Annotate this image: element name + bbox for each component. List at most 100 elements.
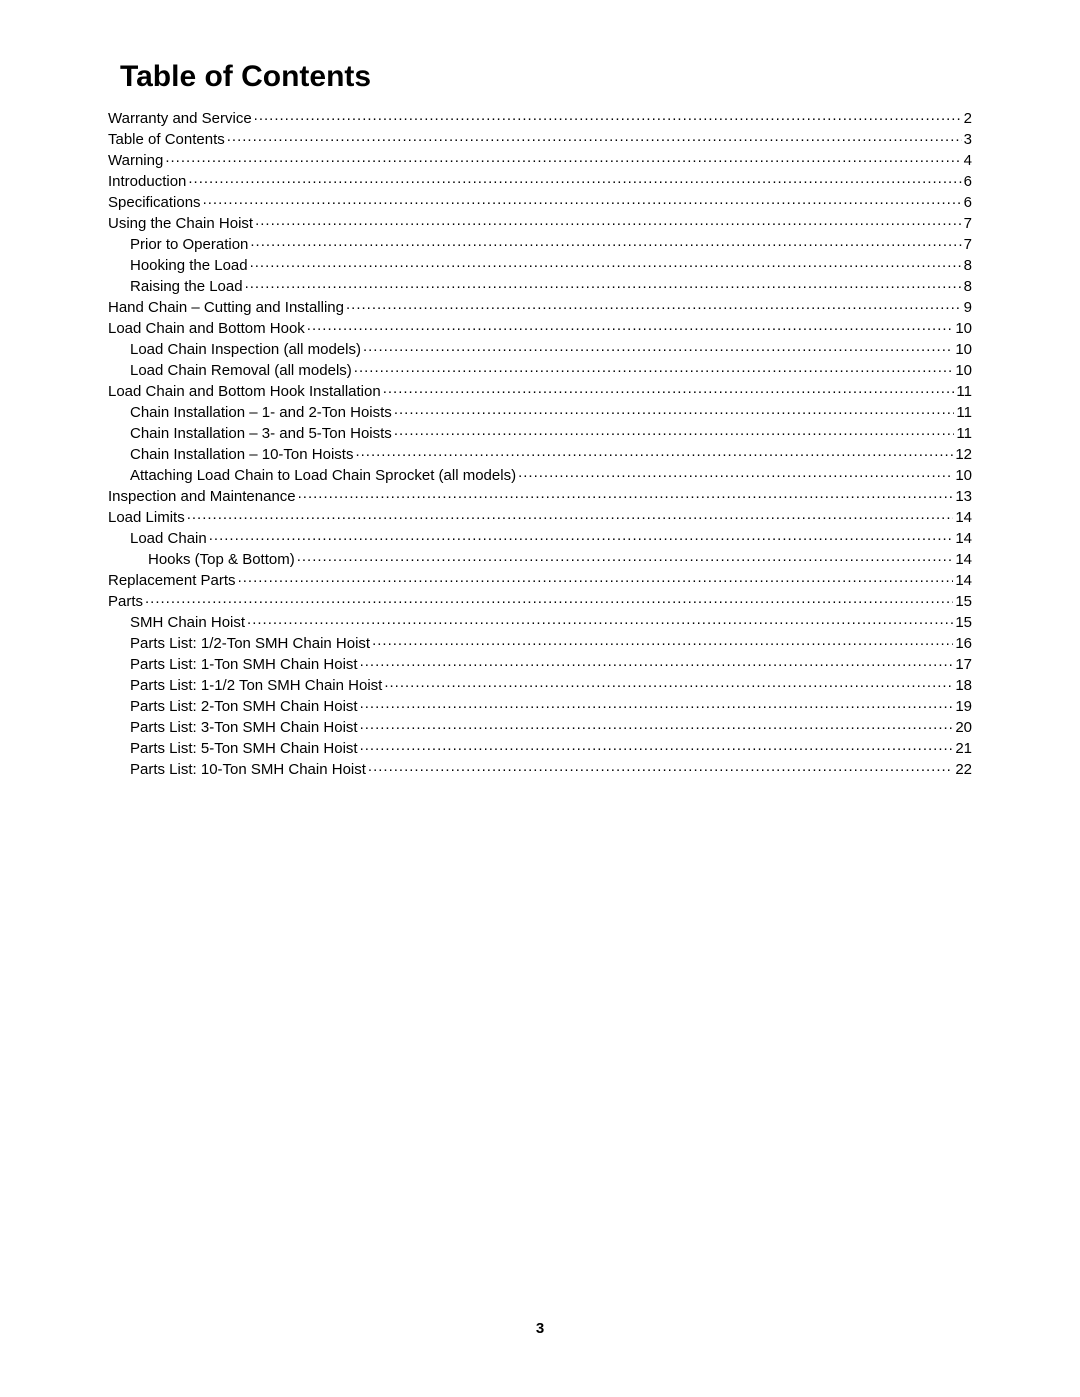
toc-entry-page: 21 [955,741,972,756]
toc-leader-dots [145,591,953,606]
toc-entry: Parts List: 10-Ton SMH Chain Hoist22 [108,757,972,778]
toc-leader-dots [187,507,954,522]
toc-entry: Parts List: 1-1/2 Ton SMH Chain Hoist 18 [108,673,972,694]
toc-entry: Parts List: 1/2-Ton SMH Chain Hoist16 [108,631,972,652]
toc-entry-label: Chain Installation – 3- and 5-Ton Hoists [130,426,392,441]
toc-entry: Parts List: 3-Ton SMH Chain Hoist 20 [108,715,972,736]
toc-entry-page: 2 [964,111,972,126]
toc-entry-label: Load Limits [108,510,185,525]
toc-leader-dots [203,192,962,207]
toc-entry-page: 17 [955,657,972,672]
toc-entry-label: Hand Chain – Cutting and Installing [108,300,344,315]
toc-leader-dots [188,171,961,186]
toc-leader-dots [227,129,962,144]
table-of-contents: Warranty and Service2Table of Contents3W… [108,106,972,778]
toc-entry-label: Load Chain and Bottom Hook Installation [108,384,381,399]
toc-leader-dots [372,633,953,648]
toc-entry-label: Parts List: 1-1/2 Ton SMH Chain Hoist [130,678,382,693]
toc-entry-page: 7 [964,237,972,252]
toc-entry-page: 14 [955,573,972,588]
toc-entry-label: Load Chain [130,531,207,546]
toc-entry-page: 12 [955,447,972,462]
toc-entry-page: 18 [955,678,972,693]
toc-entry-page: 13 [955,489,972,504]
toc-leader-dots [165,150,961,165]
toc-entry: Load Chain and Bottom Hook 10 [108,316,972,337]
toc-entry: Table of Contents3 [108,127,972,148]
toc-entry-page: 4 [964,153,972,168]
toc-entry: Inspection and Maintenance 13 [108,484,972,505]
toc-entry-label: Load Chain Inspection (all models) [130,342,361,357]
toc-entry-page: 19 [955,699,972,714]
toc-leader-dots [346,297,962,312]
toc-entry: Parts List: 2-Ton SMH Chain Hoist19 [108,694,972,715]
toc-entry: Replacement Parts14 [108,568,972,589]
toc-entry-label: Chain Installation – 10-Ton Hoists [130,447,353,462]
toc-entry: Raising the Load 8 [108,274,972,295]
toc-entry-page: 10 [955,321,972,336]
toc-entry: Parts List: 5-Ton SMH Chain Hoist 21 [108,736,972,757]
toc-entry-label: Inspection and Maintenance [108,489,296,504]
toc-entry: Warranty and Service2 [108,106,972,127]
toc-entry-page: 9 [964,300,972,315]
toc-entry-page: 20 [955,720,972,735]
toc-entry: Attaching Load Chain to Load Chain Sproc… [108,463,972,484]
toc-leader-dots [360,738,954,753]
toc-entry-page: 11 [956,405,972,420]
toc-entry-page: 8 [964,279,972,294]
toc-leader-dots [394,423,955,438]
toc-entry: Hand Chain – Cutting and Installing 9 [108,295,972,316]
toc-entry: SMH Chain Hoist 15 [108,610,972,631]
toc-leader-dots [238,570,954,585]
toc-entry-page: 3 [964,132,972,147]
toc-leader-dots [383,381,955,396]
toc-leader-dots [360,654,954,669]
toc-entry-label: Chain Installation – 1- and 2-Ton Hoists [130,405,392,420]
toc-leader-dots [254,108,962,123]
toc-entry: Load Chain Removal (all models)10 [108,358,972,379]
toc-entry-label: Raising the Load [130,279,243,294]
toc-leader-dots [354,360,954,375]
toc-leader-dots [247,612,953,627]
toc-entry-label: Load Chain Removal (all models) [130,363,352,378]
toc-entry-label: Hooking the Load [130,258,248,273]
toc-leader-dots [360,696,954,711]
toc-leader-dots [209,528,954,543]
toc-leader-dots [355,444,953,459]
toc-entry-page: 14 [955,552,972,567]
toc-entry-label: Parts List: 3-Ton SMH Chain Hoist [130,720,358,735]
toc-entry-page: 14 [955,531,972,546]
toc-entry: Hooks (Top & Bottom)14 [108,547,972,568]
toc-entry-page: 14 [955,510,972,525]
toc-leader-dots [250,255,962,270]
toc-entry-page: 10 [955,342,972,357]
toc-entry-page: 7 [964,216,972,231]
toc-entry-page: 11 [956,426,972,441]
toc-leader-dots [518,465,953,480]
toc-entry-label: Parts List: 5-Ton SMH Chain Hoist [130,741,358,756]
toc-leader-dots [255,213,962,228]
toc-entry-label: Load Chain and Bottom Hook [108,321,305,336]
toc-entry-label: Parts List: 1-Ton SMH Chain Hoist [130,657,358,672]
toc-leader-dots [250,234,961,249]
toc-entry-label: SMH Chain Hoist [130,615,245,630]
toc-leader-dots [363,339,953,354]
toc-entry-page: 15 [955,594,972,609]
page: Table of Contents Warranty and Service2T… [0,0,1080,1397]
toc-entry: Parts15 [108,589,972,610]
toc-entry: Load Limits 14 [108,505,972,526]
toc-entry: Load Chain and Bottom Hook Installation1… [108,379,972,400]
toc-entry-page: 6 [964,195,972,210]
toc-entry-page: 16 [955,636,972,651]
toc-entry: Chain Installation – 10-Ton Hoists 12 [108,442,972,463]
page-title: Table of Contents [120,60,972,94]
toc-entry: Warning4 [108,148,972,169]
toc-leader-dots [394,402,955,417]
toc-leader-dots [384,675,953,690]
toc-entry: Parts List: 1-Ton SMH Chain Hoist 17 [108,652,972,673]
toc-entry-page: 8 [964,258,972,273]
toc-entry-page: 15 [955,615,972,630]
toc-entry-label: Parts List: 10-Ton SMH Chain Hoist [130,762,366,777]
toc-leader-dots [307,318,954,333]
toc-entry: Hooking the Load 8 [108,253,972,274]
